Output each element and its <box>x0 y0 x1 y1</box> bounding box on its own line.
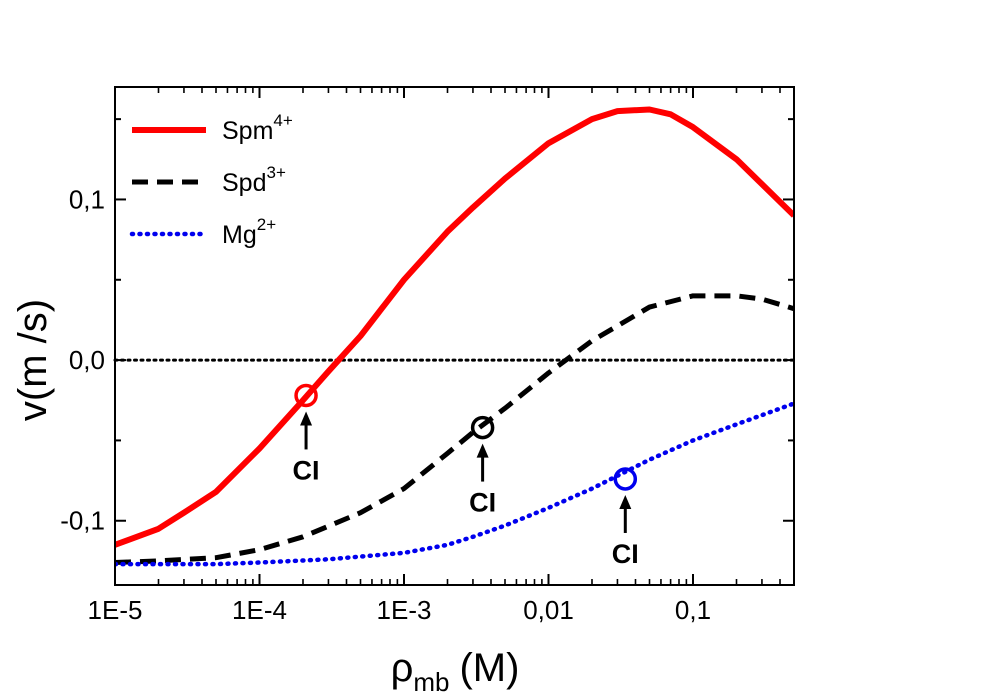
ci-marker-circle <box>470 415 495 440</box>
legend-label-spd: Spd3+ <box>222 163 286 197</box>
annotation-layer: CI CI CI <box>293 383 639 569</box>
x-axis-title: ρmb (M) <box>391 646 520 696</box>
ci-marker-circle <box>294 383 318 408</box>
ci-arrow-head <box>619 494 632 509</box>
ci-marker-circle <box>613 467 638 491</box>
y-tick-label: -0,1 <box>60 506 105 536</box>
series-line-mg <box>115 401 794 567</box>
y-axis-title: v(m /s) <box>11 299 55 421</box>
tick-label-layer: 1E-5 1E-4 1E-3 0,01 0,1 -0,1 0,0 0,1 <box>60 184 711 625</box>
legend-label-spm: Spm4+ <box>222 111 293 145</box>
ci-label: CI <box>612 539 639 569</box>
ci-arrow-head <box>476 443 489 458</box>
ci-label: CI <box>293 455 320 485</box>
x-tick-label: 1E-3 <box>377 595 432 625</box>
tick-layer <box>114 87 795 585</box>
legend-label-mg: Mg2+ <box>222 215 276 249</box>
series-layer <box>115 106 794 567</box>
legend: Spm4+ Spd3+ Mg2+ <box>129 111 293 249</box>
x-tick-label: 0,1 <box>675 595 711 625</box>
ci-arrow-head <box>300 411 313 426</box>
ci-label: CI <box>469 488 496 518</box>
series-line-spm <box>115 106 794 548</box>
series-line-spd <box>115 293 794 566</box>
y-tick-label: 0,0 <box>69 345 105 375</box>
x-tick-label: 0,01 <box>523 595 574 625</box>
x-tick-label: 1E-5 <box>88 595 143 625</box>
x-tick-label: 1E-4 <box>232 595 287 625</box>
plot-frame <box>114 86 795 586</box>
y-tick-label: 0,1 <box>69 184 105 214</box>
